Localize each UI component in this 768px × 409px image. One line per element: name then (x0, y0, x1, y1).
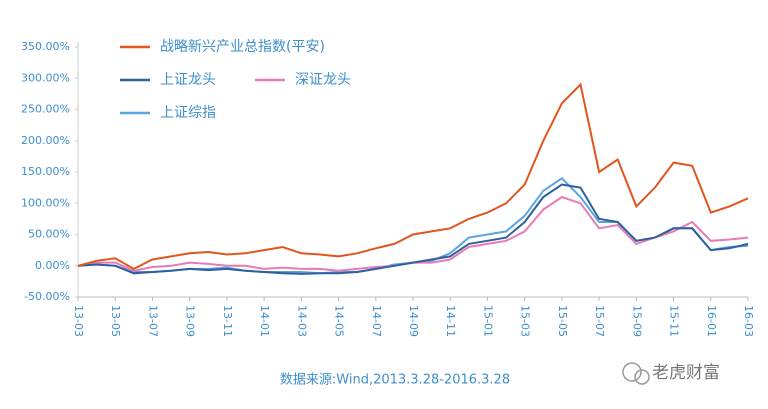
y-tick-label: 200.00% (21, 134, 70, 147)
y-tick-label: -50.00% (24, 290, 70, 303)
series-line (77, 177, 749, 275)
x-tick-label: 16-01 (705, 305, 718, 337)
x-tick-label: 15-07 (593, 305, 606, 337)
source-note: 数据来源:Wind,2013.3.28-2016.3.28 (280, 373, 510, 388)
x-tick-label: 15-09 (630, 305, 643, 337)
x-tick-label: 13-11 (221, 305, 234, 337)
x-tick-label: 14-09 (407, 305, 420, 337)
x-tick-label: 15-05 (556, 305, 569, 337)
legend-label: 上证综指 (160, 105, 216, 121)
x-tick-label: 13-03 (72, 305, 85, 337)
series-line (77, 82, 749, 271)
x-tick-label: 14-05 (333, 305, 346, 337)
watermark-icon (622, 362, 642, 382)
series-line (77, 183, 749, 275)
x-tick-label: 13-09 (184, 305, 197, 337)
x-tick-label: 13-05 (109, 305, 122, 337)
y-tick-label: 100.00% (21, 196, 70, 209)
x-tick-label: 14-11 (444, 305, 457, 337)
y-tick-label: 0.00% (35, 259, 70, 272)
legend-label: 战略新兴产业总指数(平安) (160, 39, 325, 55)
x-tick-label: 14-03 (295, 305, 308, 337)
x-tick-label: 15-11 (668, 305, 681, 337)
legend-label: 深证龙头 (295, 72, 351, 88)
watermark-icon (634, 369, 650, 385)
y-tick-label: 150.00% (21, 165, 70, 178)
y-tick-label: 250.00% (21, 103, 70, 116)
y-tick-label: 300.00% (21, 71, 70, 84)
legend-label: 上证龙头 (160, 72, 216, 88)
x-tick-label: 13-07 (146, 305, 159, 337)
x-tick-label: 14-01 (258, 305, 271, 337)
x-tick-label: 16-03 (742, 305, 755, 337)
x-tick-label: 15-01 (481, 305, 494, 337)
watermark: 老虎财富 (652, 363, 720, 383)
x-tick-label: 15-03 (519, 305, 532, 337)
x-tick-label: 14-07 (370, 305, 383, 337)
y-tick-label: 50.00% (28, 228, 70, 241)
y-tick-label: 350.00% (21, 40, 70, 53)
